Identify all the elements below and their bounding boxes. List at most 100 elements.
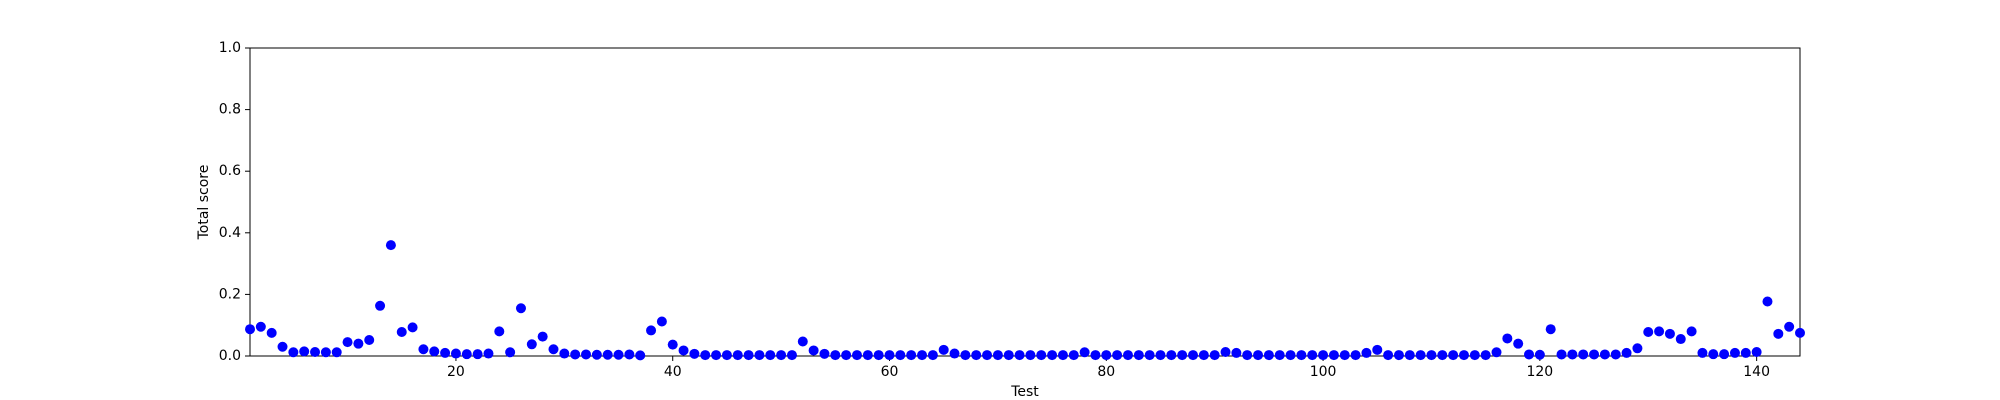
point (1469, 350, 1480, 361)
point (1263, 350, 1274, 361)
point (1122, 350, 1133, 361)
point (1534, 349, 1545, 360)
point (1524, 349, 1535, 360)
point (765, 350, 776, 361)
point (1556, 349, 1567, 360)
point (830, 350, 841, 361)
point (1318, 350, 1329, 361)
point (1003, 350, 1014, 361)
point (1513, 338, 1524, 349)
point (721, 350, 732, 361)
point (266, 327, 277, 338)
point (1729, 347, 1740, 358)
point (353, 338, 364, 349)
point (1079, 347, 1090, 358)
point (1448, 350, 1459, 361)
point (1112, 350, 1123, 361)
point (277, 341, 288, 352)
point (537, 331, 548, 342)
point (1415, 350, 1426, 361)
y-tick-label: 0.0 (219, 348, 241, 364)
point (1589, 349, 1600, 360)
point (1242, 350, 1253, 361)
point (1599, 349, 1610, 360)
point (1740, 347, 1751, 358)
point (1328, 350, 1339, 361)
point (1784, 321, 1795, 332)
point (559, 348, 570, 359)
point (407, 322, 418, 333)
point (776, 350, 787, 361)
point (1209, 350, 1220, 361)
point (613, 349, 624, 360)
point (808, 345, 819, 356)
point (1198, 350, 1209, 361)
point (440, 347, 451, 358)
point (754, 350, 765, 361)
point (656, 316, 667, 327)
y-tick-label: 0.4 (219, 225, 241, 241)
point (873, 350, 884, 361)
point (1654, 326, 1665, 337)
point (1014, 350, 1025, 361)
point (1220, 346, 1231, 357)
point (1274, 350, 1285, 361)
point (375, 300, 386, 311)
point (732, 350, 743, 361)
point (396, 326, 407, 337)
point (1502, 333, 1513, 344)
point (1578, 349, 1589, 360)
point (1383, 350, 1394, 361)
y-tick-label: 1.0 (219, 40, 241, 56)
point (624, 349, 635, 360)
point (917, 350, 928, 361)
x-tick-label: 80 (1097, 364, 1115, 380)
point (461, 349, 472, 360)
point (743, 350, 754, 361)
point (602, 349, 613, 360)
point (472, 349, 483, 360)
point (1350, 350, 1361, 361)
point (1697, 347, 1708, 358)
point (1491, 347, 1502, 358)
point (1621, 347, 1632, 358)
point (1177, 350, 1188, 361)
point (245, 324, 255, 335)
point (960, 350, 971, 361)
y-tick-label: 0.2 (219, 286, 241, 302)
x-tick-label: 60 (881, 364, 899, 380)
point (1057, 350, 1068, 361)
point (505, 347, 516, 358)
plot-frame (249, 47, 1801, 357)
point (1610, 349, 1621, 360)
point (851, 350, 862, 361)
point (711, 350, 722, 361)
point (1361, 347, 1372, 358)
point (320, 347, 331, 358)
point (1404, 350, 1415, 361)
point (1632, 343, 1643, 354)
point (906, 350, 917, 361)
point (819, 348, 830, 359)
x-tick-label: 20 (447, 364, 465, 380)
point (342, 337, 353, 348)
x-axis-label: Test (1010, 384, 1039, 400)
point (1751, 346, 1762, 357)
point (1545, 324, 1556, 335)
point (1675, 334, 1686, 345)
point (635, 350, 646, 361)
point (1253, 350, 1264, 361)
point (1068, 350, 1079, 361)
point (548, 344, 559, 355)
point (526, 339, 537, 350)
point (418, 344, 429, 355)
point (678, 345, 689, 356)
point (667, 339, 678, 350)
x-tick-label: 140 (1743, 364, 1770, 380)
point (1664, 328, 1675, 339)
point (581, 349, 592, 360)
point (1188, 350, 1199, 361)
x-tick-label: 120 (1526, 364, 1553, 380)
point (1393, 350, 1404, 361)
